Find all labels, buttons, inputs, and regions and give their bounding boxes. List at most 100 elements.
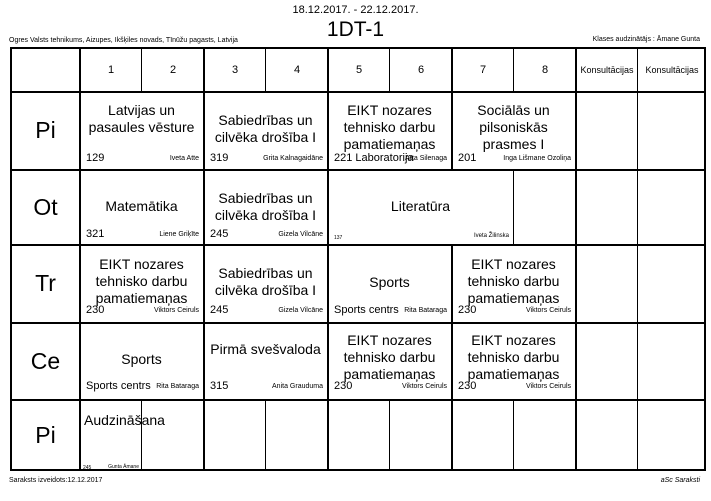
grid-line xyxy=(10,399,706,401)
lesson-subject: Literatūra xyxy=(390,198,451,214)
grid-line xyxy=(10,91,706,93)
lesson-subject: Pirmā svešvaloda xyxy=(210,341,321,357)
lesson-room: 230 xyxy=(458,380,477,392)
day-label-wednesday: Tr xyxy=(35,270,56,296)
grid-line xyxy=(203,47,205,471)
lesson-teacher: Viktors Ceiruls xyxy=(526,307,571,314)
day-label-monday: Pi xyxy=(35,117,56,143)
lesson-teacher: Arta Silenaga xyxy=(404,155,447,162)
lesson-cell[interactable]: EIKT nozares tehnisko darbu pamatiemaņas… xyxy=(80,245,203,322)
period-header: 8 xyxy=(541,64,549,76)
lesson-cell[interactable]: EIKT nozares tehnisko darbu pamatiemaņas… xyxy=(452,245,575,322)
lesson-cell[interactable]: Audzināšana 245 Gunta Āmane xyxy=(80,400,165,471)
lesson-teacher: Grita Kalnagaidāne xyxy=(263,155,323,162)
lesson-cell[interactable]: Sociālās un pilsoniskās prasmes I 201 In… xyxy=(452,92,575,169)
grid-line xyxy=(10,169,706,171)
lesson-subject: EIKT nozares tehnisko darbu pamatiemaņas xyxy=(467,256,560,306)
lesson-room: 201 xyxy=(458,152,477,164)
lesson-room: Sports centrs xyxy=(86,380,151,392)
grid-line xyxy=(327,47,329,471)
day-label-friday: Pi xyxy=(35,421,56,448)
lesson-room: 230 xyxy=(458,304,477,316)
lesson-subject: Matemātika xyxy=(105,198,178,214)
lesson-room: 137 xyxy=(334,235,343,241)
class-teacher: Klases audzinātājs : Āmane Gunta xyxy=(592,36,700,43)
grid-line xyxy=(265,400,266,471)
lesson-room: Sports centrs xyxy=(334,304,399,316)
lesson-cell[interactable]: EIKT nozares tehnisko darbu pamatiemaņas… xyxy=(328,92,451,169)
lesson-cell[interactable]: Literatūra 137 Iveta Žilinska xyxy=(328,170,513,244)
lesson-subject: EIKT nozares tehnisko darbu pamatiemaņas xyxy=(343,102,436,152)
lesson-teacher: Gizela Vilcāne xyxy=(278,307,323,314)
lesson-teacher: Gizela Vilcāne xyxy=(278,231,323,238)
lesson-teacher: Liene Griķīte xyxy=(159,231,199,238)
lesson-cell[interactable]: EIKT nozares tehnisko darbu pamatiemaņas… xyxy=(328,323,451,399)
lesson-subject: Sabiedrības un cilvēka drošība I xyxy=(214,190,317,223)
lesson-subject: Latvijas un pasaules vēsture xyxy=(88,102,195,135)
lesson-teacher: Iveta Atte xyxy=(169,155,199,162)
grid-line xyxy=(389,400,390,471)
grid-line xyxy=(141,400,142,471)
grid-line xyxy=(10,322,706,324)
lesson-teacher: Rita Bataraga xyxy=(404,307,447,314)
lesson-teacher: Inga Lišmane Ozoliņa xyxy=(503,155,571,162)
lesson-subject: EIKT nozares tehnisko darbu pamatiemaņas xyxy=(343,332,436,382)
grid-line xyxy=(79,47,81,471)
lesson-room: 230 xyxy=(334,380,353,392)
period-header: 7 xyxy=(479,64,487,76)
lesson-cell[interactable]: Latvijas un pasaules vēsture 129 Iveta A… xyxy=(80,92,203,169)
lesson-cell[interactable]: Sabiedrības un cilvēka drošība I 245 Giz… xyxy=(204,245,327,322)
created-date: Saraksts izveidots:12.12.2017 xyxy=(9,477,103,484)
date-range: 18.12.2017. - 22.12.2017. xyxy=(292,4,419,16)
lesson-room: 319 xyxy=(210,152,229,164)
lesson-subject: Sociālās un pilsoniskās prasmes I xyxy=(477,102,550,152)
lesson-subject: Sabiedrības un cilvēka drošība I xyxy=(214,265,317,298)
grid-line xyxy=(451,245,453,471)
lesson-cell[interactable]: Matemātika 321 Liene Griķīte xyxy=(80,170,203,244)
grid-line xyxy=(265,47,266,92)
consultation-header: Konsultācijas xyxy=(580,65,634,75)
grid-line xyxy=(389,47,390,92)
lesson-teacher: Iveta Žilinska xyxy=(473,233,509,239)
day-label-tuesday: Ot xyxy=(33,193,58,220)
lesson-teacher: Rita Bataraga xyxy=(156,383,199,390)
grid-line xyxy=(513,400,514,471)
school-info: Ogres Valsts tehnikums, Aizupes, Ikšķile… xyxy=(9,37,238,44)
app-credit: aSc Saraksti xyxy=(660,477,700,484)
period-header: 3 xyxy=(231,64,239,76)
period-header: 6 xyxy=(417,64,425,76)
lesson-cell[interactable]: Pirmā svešvaloda 315 Anita Grauduma xyxy=(204,323,327,399)
lesson-cell[interactable]: Sabiedrības un cilvēka drošība I 319 Gri… xyxy=(204,92,327,169)
lesson-room: 245 xyxy=(210,228,229,240)
lesson-room: 245 xyxy=(83,465,92,471)
period-header: 5 xyxy=(355,64,363,76)
lesson-cell[interactable]: Sabiedrības un cilvēka drošība I 245 Giz… xyxy=(204,170,327,244)
grid-line xyxy=(451,47,453,170)
consultation-header: Konsultācijas xyxy=(645,65,699,75)
timetable-grid xyxy=(10,47,706,471)
lesson-room: 129 xyxy=(86,152,105,164)
lesson-room: 230 xyxy=(86,304,105,316)
lesson-teacher: Viktors Ceiruls xyxy=(402,383,447,390)
lesson-teacher: Anita Grauduma xyxy=(272,383,323,390)
grid-line xyxy=(513,47,514,92)
grid-line xyxy=(575,47,577,471)
period-header: 4 xyxy=(293,64,301,76)
grid-line xyxy=(637,47,638,471)
lesson-subject: EIKT nozares tehnisko darbu pamatiemaņas xyxy=(467,332,560,382)
lesson-subject: Sports xyxy=(121,351,162,367)
lesson-room: 245 xyxy=(210,304,229,316)
grid-line xyxy=(10,244,706,246)
lesson-teacher: Gunta Āmane xyxy=(108,464,139,470)
period-header: 1 xyxy=(107,64,115,76)
lesson-teacher: Viktors Ceiruls xyxy=(526,383,571,390)
class-title: 1DT-1 xyxy=(326,18,385,41)
period-header: 2 xyxy=(169,64,177,76)
lesson-room: 315 xyxy=(210,380,229,392)
lesson-cell[interactable]: Sports Sports centrs Rita Bataraga xyxy=(328,245,451,322)
lesson-cell[interactable]: Sports Sports centrs Rita Bataraga xyxy=(80,323,203,399)
lesson-cell[interactable]: EIKT nozares tehnisko darbu pamatiemaņas… xyxy=(452,323,575,399)
lesson-subject: Audzināšana xyxy=(84,412,165,428)
lesson-subject: Sabiedrības un cilvēka drošība I xyxy=(214,112,317,145)
grid-line xyxy=(141,47,142,92)
